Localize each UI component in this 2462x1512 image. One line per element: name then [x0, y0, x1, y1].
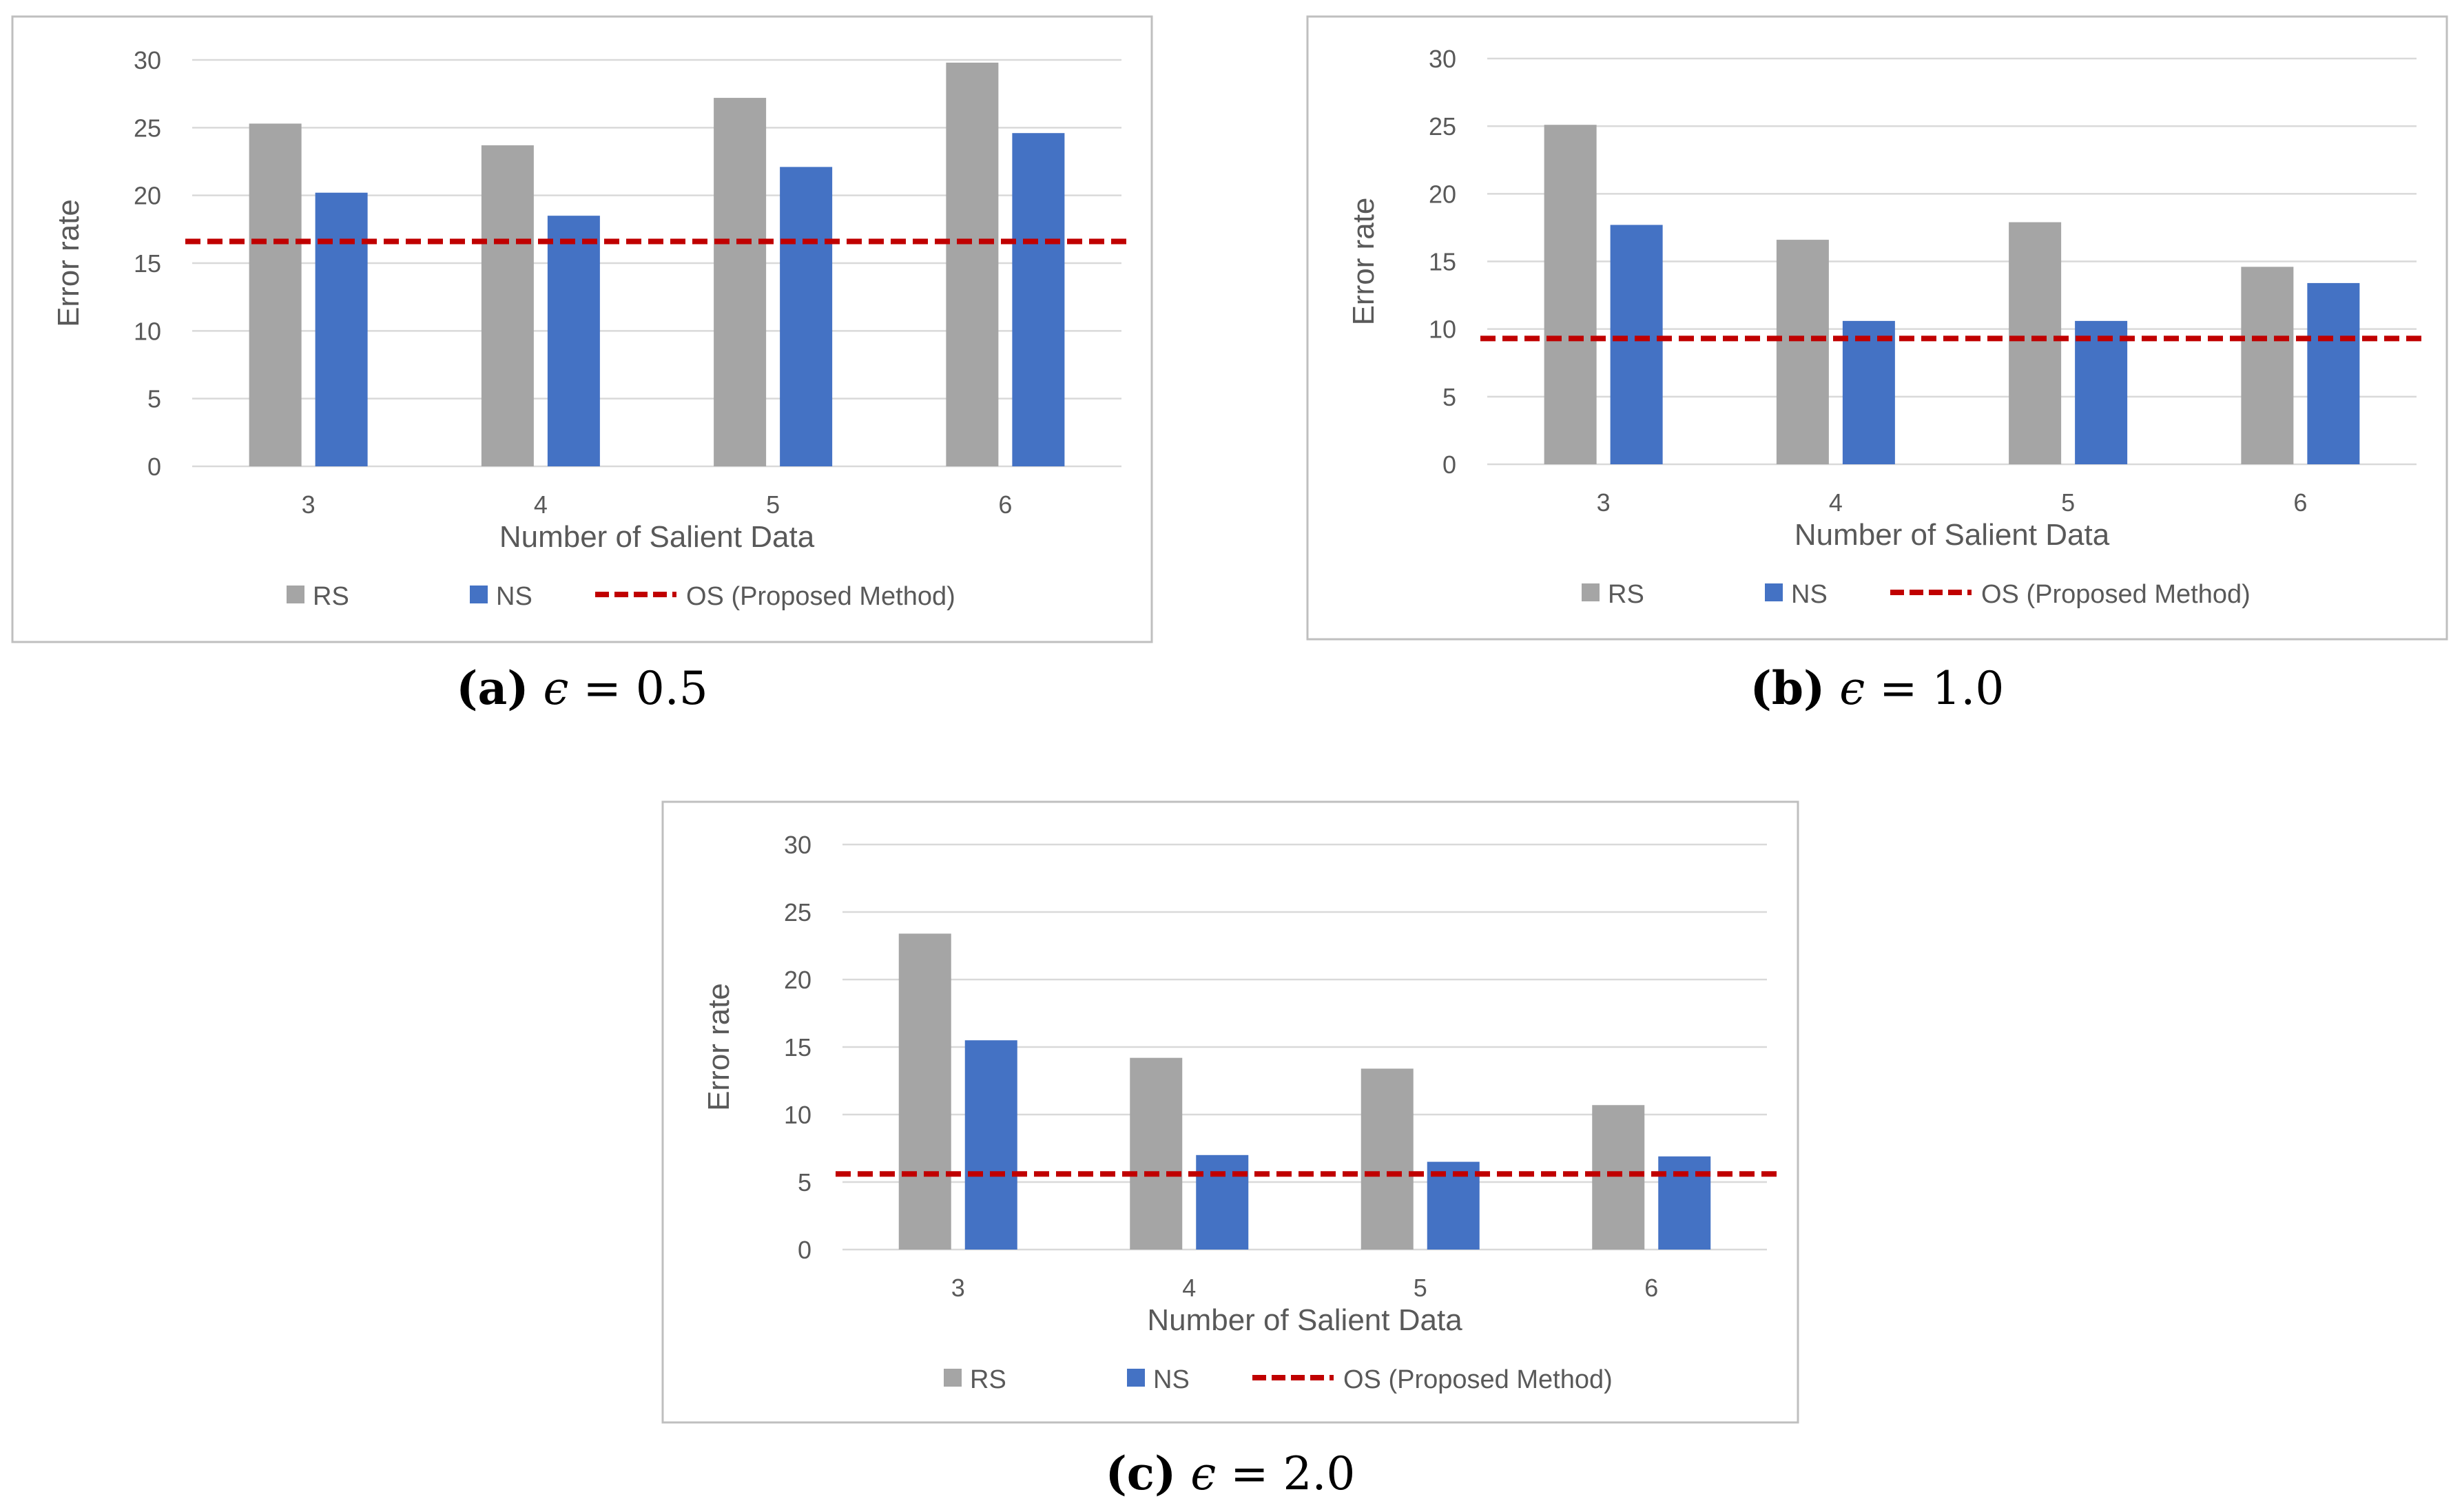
bar-rs-a-4	[481, 145, 534, 466]
y-tick-label-c-10: 10	[784, 1101, 811, 1129]
bar-ns-a-6	[1012, 133, 1065, 466]
y-tick-label-b-20: 20	[1429, 180, 1456, 208]
y-tick-label-b-0: 0	[1442, 451, 1456, 479]
legend-rs-swatch-a	[287, 586, 304, 603]
x-tick-label-a-3: 3	[302, 490, 315, 519]
bar-ns-b-4	[1842, 320, 1895, 464]
caption-c: (c) ϵ = 2.0	[661, 1447, 1799, 1500]
y-tick-label-a-10: 10	[134, 317, 161, 345]
bar-rs-b-6	[2241, 267, 2294, 464]
x-tick-label-a-4: 4	[534, 490, 548, 519]
x-tick-label-b-3: 3	[1597, 488, 1611, 517]
bar-rs-b-4	[1776, 240, 1829, 464]
x-axis-title-b: Number of Salient Data	[1794, 518, 2110, 552]
bar-rs-c-4	[1130, 1057, 1183, 1250]
chart-panel-b: 0 5 10 15 20 25 30 3 4 5 6 Number of Salient Data Er…	[1306, 15, 2448, 641]
legend-rs-swatch-c	[944, 1369, 962, 1387]
x-tick-label-c-5: 5	[1414, 1274, 1427, 1302]
bar-ns-c-3	[964, 1040, 1017, 1250]
bar-rs-a-5	[714, 98, 767, 467]
x-tick-label-c-3: 3	[951, 1274, 965, 1302]
bar-rs-c-6	[1592, 1105, 1645, 1250]
y-tick-label-b-5: 5	[1442, 383, 1456, 411]
legend-ns-swatch-a	[470, 586, 488, 603]
bar-ns-a-5	[780, 167, 833, 466]
y-tick-label-c-30: 30	[784, 831, 811, 859]
legend-os-label-b: OS (Proposed Method)	[1981, 580, 2251, 609]
x-tick-label-a-6: 6	[998, 490, 1012, 519]
y-axis-title-a: Error rate	[52, 199, 85, 327]
x-tick-label-b-6: 6	[2293, 488, 2307, 517]
caption-b-label: (b)	[1750, 661, 1825, 715]
legend-ns-label-c: NS	[1153, 1365, 1190, 1394]
x-tick-label-a-5: 5	[766, 490, 780, 519]
caption-c-symbol: ϵ	[1190, 1447, 1217, 1500]
bar-ns-a-4	[547, 216, 600, 466]
legend-os-label-c: OS (Proposed Method)	[1343, 1365, 1613, 1394]
bar-ns-a-3	[315, 192, 368, 466]
chart-svg-a: 0 5 10 15 20 25 30 3 4 5 6 Number of Salient Data Er…	[11, 15, 1153, 643]
bar-ns-c-4	[1196, 1154, 1249, 1250]
caption-b: (b) ϵ = 1.0	[1306, 661, 2448, 715]
bar-rs-a-6	[946, 62, 999, 466]
bar-rs-c-5	[1361, 1068, 1414, 1250]
y-tick-label-a-5: 5	[147, 385, 161, 413]
caption-b-value: = 1.0	[1879, 662, 2005, 715]
chart-panel-a: 0 5 10 15 20 25 30 3 4 5 6 Number of Salient Data Er…	[11, 15, 1153, 643]
legend-os-label-a: OS (Proposed Method)	[686, 582, 955, 611]
caption-c-label: (c)	[1105, 1447, 1177, 1500]
x-tick-label-b-5: 5	[2061, 488, 2075, 517]
y-tick-label-c-15: 15	[784, 1033, 811, 1061]
chart-panel-c: 0 5 10 15 20 25 30 3 4 5 6 Number of Salient Data Er…	[661, 800, 1799, 1424]
y-tick-label-a-0: 0	[147, 453, 161, 481]
y-tick-label-b-30: 30	[1429, 45, 1456, 73]
x-tick-label-b-4: 4	[1829, 488, 1843, 517]
y-tick-label-b-15: 15	[1429, 248, 1456, 276]
x-axis-title-a: Number of Salient Data	[499, 520, 815, 554]
legend-rs-label-a: RS	[313, 582, 349, 611]
chart-svg-c: 0 5 10 15 20 25 30 3 4 5 6 Number of Salient Data Er…	[661, 800, 1799, 1424]
bar-rs-b-5	[2009, 222, 2062, 464]
bar-ns-c-6	[1658, 1156, 1711, 1250]
caption-a-symbol: ϵ	[543, 662, 569, 715]
x-tick-label-c-6: 6	[1644, 1274, 1658, 1302]
y-tick-label-a-20: 20	[134, 182, 161, 210]
y-axis-title-b: Error rate	[1347, 198, 1380, 326]
bar-ns-b-6	[2307, 282, 2360, 464]
y-tick-label-c-5: 5	[798, 1168, 811, 1197]
legend-ns-label-b: NS	[1791, 580, 1828, 609]
y-tick-label-a-25: 25	[134, 114, 161, 142]
bar-rs-b-3	[1544, 125, 1597, 464]
caption-b-symbol: ϵ	[1839, 662, 1865, 715]
caption-a-label: (a)	[456, 661, 529, 715]
y-tick-label-c-20: 20	[784, 966, 811, 994]
caption-a-value: = 0.5	[583, 662, 708, 715]
y-tick-label-b-10: 10	[1429, 315, 1456, 344]
legend-ns-swatch-c	[1127, 1369, 1145, 1387]
y-tick-label-a-15: 15	[134, 249, 161, 278]
y-tick-label-c-25: 25	[784, 898, 811, 926]
bar-rs-a-3	[249, 123, 302, 466]
y-tick-label-b-25: 25	[1429, 112, 1456, 141]
x-tick-label-c-4: 4	[1182, 1274, 1196, 1302]
legend-rs-label-c: RS	[970, 1365, 1006, 1394]
chart-svg-b: 0 5 10 15 20 25 30 3 4 5 6 Number of Salient Data Er…	[1306, 15, 2448, 641]
legend-rs-label-b: RS	[1608, 580, 1644, 609]
x-axis-title-c: Number of Salient Data	[1147, 1303, 1462, 1337]
y-tick-label-a-30: 30	[134, 46, 161, 74]
legend-ns-label-a: NS	[496, 582, 532, 611]
caption-c-value: = 2.0	[1230, 1447, 1356, 1500]
bar-rs-c-3	[898, 933, 951, 1250]
bar-ns-b-5	[2075, 320, 2128, 464]
bar-ns-b-3	[1610, 225, 1663, 464]
y-axis-title-c: Error rate	[702, 983, 736, 1111]
legend-rs-swatch-b	[1582, 583, 1600, 601]
legend-ns-swatch-b	[1765, 583, 1783, 601]
caption-a: (a) ϵ = 0.5	[11, 661, 1153, 715]
y-tick-label-c-0: 0	[798, 1236, 811, 1264]
